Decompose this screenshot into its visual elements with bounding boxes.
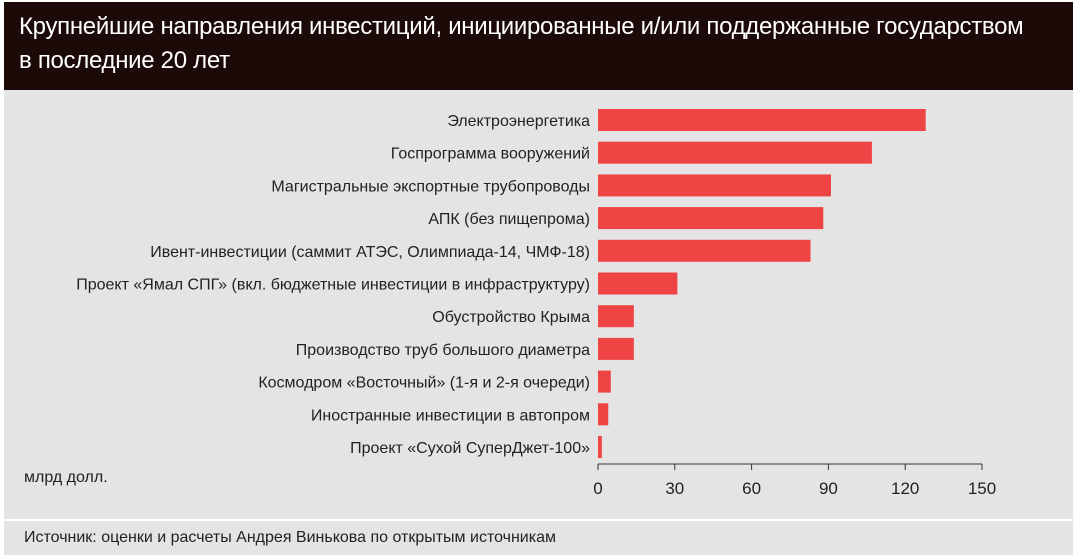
unit-label: млрд долл. — [24, 469, 108, 486]
chart-title-line-2: в последние 20 лет — [19, 47, 230, 74]
category-label: АПК (без пищепрома) — [428, 211, 590, 228]
chart-title-line-1: Крупнейшие направления инвестиций, иници… — [19, 13, 1024, 40]
category-label: Обустройство Крыма — [432, 309, 590, 326]
x-tick-label: 90 — [819, 479, 838, 498]
x-tick-label: 0 — [593, 479, 602, 498]
chart-title: Крупнейшие направления инвестиций, иници… — [19, 10, 1059, 78]
bar — [598, 272, 678, 295]
source-note: Источник: оценки и расчеты Андрея Винько… — [24, 529, 556, 546]
chart-panel: Крупнейшие направления инвестиций, иници… — [4, 2, 1073, 555]
x-tick-label: 150 — [968, 479, 996, 498]
chart-header: Крупнейшие направления инвестиций, иници… — [4, 2, 1073, 90]
bar — [598, 436, 602, 458]
category-label: Космодром «Восточный» (1-я и 2-я очереди… — [258, 375, 590, 392]
chart-footer: Источник: оценки и расчеты Андрея Винько… — [4, 519, 1073, 555]
bar — [598, 370, 611, 393]
bar — [598, 337, 634, 360]
category-label: Производство труб большого диаметра — [296, 342, 590, 359]
category-label: Госпрограмма вооружений — [391, 146, 590, 163]
x-tick-label: 60 — [742, 479, 761, 498]
bar — [598, 403, 609, 426]
bar-chart: Электроэнергетика Госпрограмма вооружений… — [24, 109, 996, 498]
x-tick-label: 120 — [891, 479, 919, 498]
category-label: Ивент-инвестиции (саммит АТЭС, Олимпиада… — [150, 244, 590, 261]
bar — [598, 174, 831, 197]
bar — [598, 305, 634, 328]
bar — [598, 109, 926, 131]
bar — [598, 239, 811, 262]
x-tick-label: 30 — [665, 479, 684, 498]
category-label: Электроэнергетика — [447, 113, 590, 130]
category-label: Иностранные инвестиции в автопром — [311, 407, 590, 424]
category-label: Проект «Ямал СПГ» (вкл. бюджетные инвест… — [76, 277, 590, 294]
category-label: Проект «Сухой СуперДжет-100» — [350, 440, 590, 457]
category-label: Магистральные экспортные трубопроводы — [271, 178, 590, 195]
bar — [598, 141, 872, 164]
bar — [598, 207, 824, 230]
